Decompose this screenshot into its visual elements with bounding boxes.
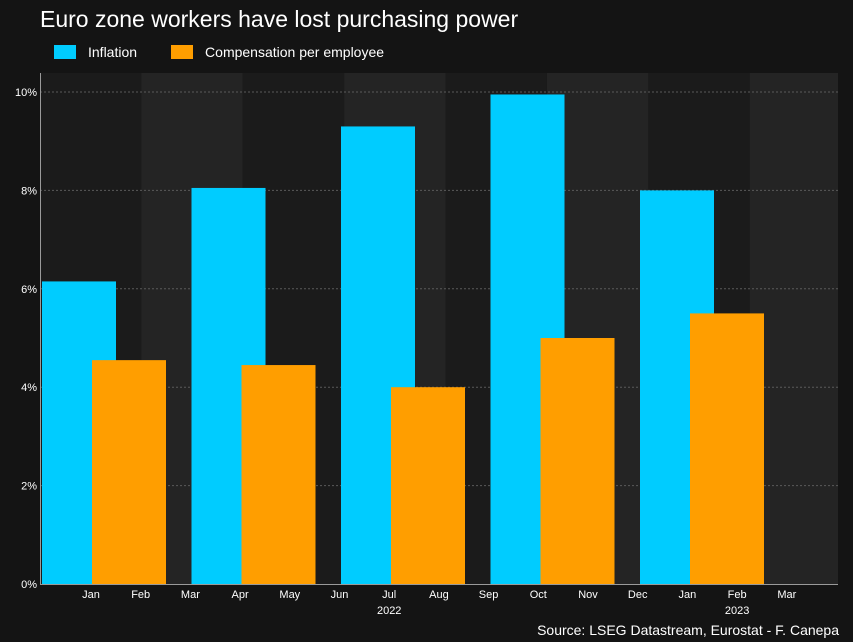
x-tick-label: Dec	[628, 589, 648, 601]
y-tick-label: 8%	[21, 185, 37, 197]
chart-title: Euro zone workers have lost purchasing p…	[40, 6, 519, 32]
x-tick-label: Jun	[331, 589, 349, 601]
compensation-bar	[690, 313, 764, 584]
y-tick-label: 10%	[15, 87, 37, 99]
legend-label-inflation: Inflation	[88, 44, 138, 60]
x-tick-label: Sep	[479, 589, 499, 601]
x-tick-label: Mar	[777, 589, 796, 601]
source-note: Source: LSEG Datastream, Eurostat - F. C…	[537, 622, 839, 638]
x-tick-label: Nov	[578, 589, 598, 601]
x-tick-label: Mar	[181, 589, 200, 601]
y-tick-label: 0%	[21, 579, 37, 591]
x-tick-label: Feb	[131, 589, 150, 601]
x-tick-label: Jul	[382, 589, 396, 601]
y-tick-label: 4%	[21, 382, 37, 394]
chart-legend: Inflation Compensation per employee	[54, 42, 418, 62]
compensation-bar	[92, 360, 166, 584]
x-tick-label: Jan	[82, 589, 100, 601]
legend-item-compensation: Compensation per employee	[171, 44, 384, 60]
compensation-bar	[241, 365, 316, 584]
year-label: 2022	[377, 605, 401, 617]
legend-item-inflation: Inflation	[54, 44, 137, 60]
compensation-bar	[391, 387, 465, 584]
background-band	[749, 73, 838, 584]
compensation-bar	[540, 338, 615, 584]
legend-swatch-compensation	[171, 45, 194, 59]
x-tick-label: Feb	[728, 589, 747, 601]
y-tick-label: 2%	[21, 481, 37, 493]
x-tick-label: May	[279, 589, 300, 601]
x-tick-label: Apr	[232, 589, 249, 601]
x-tick-label: Aug	[429, 589, 449, 601]
x-tick-label: Jan	[679, 589, 697, 601]
year-label: 2023	[725, 605, 749, 617]
legend-label-compensation: Compensation per employee	[205, 44, 385, 60]
y-tick-label: 6%	[21, 284, 37, 296]
x-tick-label: Oct	[530, 589, 547, 601]
legend-swatch-inflation	[54, 45, 76, 59]
